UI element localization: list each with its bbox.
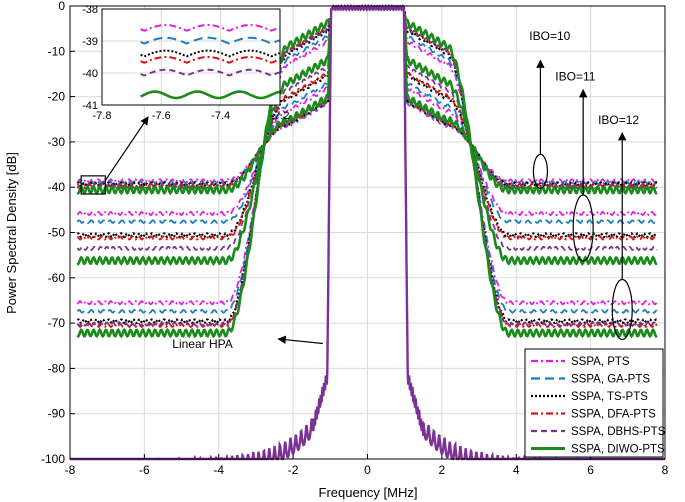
inset-y-tick-label: -41 <box>82 100 98 112</box>
inset-border <box>101 8 281 106</box>
zoom-box <box>80 175 106 195</box>
series-line-right <box>403 12 658 306</box>
series-line-right <box>403 14 658 251</box>
y-tick-label: -20 <box>48 90 66 104</box>
y-tick-label: -60 <box>48 271 66 285</box>
series-line-right <box>403 11 658 325</box>
inset-frame <box>101 8 281 106</box>
y-tick-label: -50 <box>48 226 66 240</box>
legend-entry: SSPA, DIWO-PTS <box>571 444 665 456</box>
inset-series-line <box>140 56 280 64</box>
x-tick-label: -2 <box>288 463 299 477</box>
inset-x-tick-label: -7.8 <box>93 110 112 122</box>
y-axis-label: Power Spectral Density [dB] <box>4 152 19 314</box>
plot-frame <box>69 5 666 460</box>
x-tick-label: -6 <box>139 463 150 477</box>
series-line-left <box>76 33 331 251</box>
series-line-right <box>403 15 658 266</box>
legend-entry: SSPA, TS-PTS <box>571 391 648 403</box>
x-tick-label: 6 <box>587 463 594 477</box>
inset-y-tick-label: -38 <box>82 4 98 16</box>
inset-series-line <box>140 68 280 77</box>
series-line-left <box>76 48 331 196</box>
y-tick-label: 0 <box>58 0 65 13</box>
series-line-left <box>76 25 331 306</box>
series-line-right <box>403 13 658 241</box>
y-tick-label: -40 <box>48 180 66 194</box>
inset-plot: -7.8 -7.6 -7.4 -7.2 -38 -39 -40 -41 <box>82 4 289 122</box>
series-line-left <box>76 35 331 241</box>
legend-entry: SSPA, PTS <box>571 356 630 368</box>
ibo-label: IBO=10 <box>529 29 570 43</box>
series-line-right <box>403 14 658 327</box>
series-line-left <box>76 50 331 184</box>
y-tick-label: -30 <box>48 135 66 149</box>
x-tick-label: -8 <box>65 463 76 477</box>
series-line-right <box>403 15 658 196</box>
linear-hpa-arrow <box>277 335 323 345</box>
ibo-label: IBO=12 <box>598 113 639 127</box>
y-tick-label: -100 <box>41 452 65 466</box>
linear-hpa-label: Linear HPA <box>172 337 232 351</box>
inset-series-line <box>140 90 280 100</box>
series-line-right <box>403 11 658 225</box>
series-line-right <box>403 14 658 339</box>
series-line-left <box>76 17 331 325</box>
inset-series-line <box>140 24 280 32</box>
inset-series-line <box>140 36 280 45</box>
y-tick-label: -80 <box>48 361 66 375</box>
series-line-left <box>76 21 331 314</box>
inset-y-tick-label: -39 <box>82 36 98 48</box>
inset-x-tick-label: -7.2 <box>271 110 290 122</box>
x-tick-label: 4 <box>513 463 520 477</box>
series-line-left <box>76 33 331 266</box>
legend-entry: SSPA, GA-PTS <box>571 374 650 386</box>
series-line-right <box>403 12 658 217</box>
series-line-right <box>403 13 658 189</box>
series-line-left <box>76 44 331 217</box>
inset-x-tick-label: -7.4 <box>211 110 230 122</box>
series-line-left <box>76 18 331 339</box>
legend-box <box>524 348 664 458</box>
y-tick-label: -70 <box>48 316 66 330</box>
legend-entry: SSPA, DFA-PTS <box>571 409 656 421</box>
series-line-right <box>403 13 658 329</box>
x-tick-label: 8 <box>662 463 669 477</box>
y-tick-label: -10 <box>48 44 66 58</box>
series-line-right <box>403 11 658 314</box>
series-line-right <box>403 12 658 184</box>
series-line-left <box>76 18 331 327</box>
zoom-arrow <box>104 116 149 181</box>
inset-series-line <box>140 49 280 58</box>
annotations-group: IBO=10 IBO=11 IBO=12 Linear HPA <box>80 29 639 351</box>
x-axis-label: Frequency [MHz] <box>319 485 418 500</box>
x-tick-label: 0 <box>364 463 371 477</box>
main-axes: -8 -6 -4 -2 0 2 4 6 80-10-20-30-40-50-60-70-80-9… <box>41 0 669 477</box>
legend-entry: SSPA, DBHS-PTS <box>571 426 666 438</box>
ibo-label: IBO=11 <box>555 70 595 84</box>
legend: SSPA, PTS SSPA, GA-PTS SSPA, TS-PTS SSPA, D… <box>524 348 666 458</box>
y-tick-label: -90 <box>48 407 66 421</box>
x-tick-label: -4 <box>213 463 224 477</box>
x-tick-label: 2 <box>439 463 446 477</box>
series-line-left <box>76 40 331 225</box>
inset-x-tick-label: -7.6 <box>152 110 171 122</box>
inset-y-tick-label: -40 <box>82 68 98 80</box>
